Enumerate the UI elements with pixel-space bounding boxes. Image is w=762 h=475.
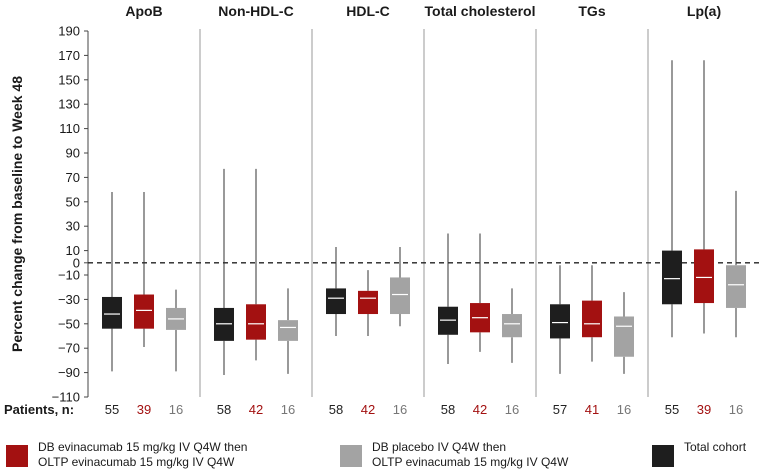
patient-count: 16 (505, 402, 519, 417)
legend-label: DB placebo IV Q4W then OLTP evinacumab 1… (372, 440, 569, 469)
box-hdl-c-s1 (358, 270, 378, 336)
legend-item-db-placebo: DB placebo IV Q4W then OLTP evinacumab 1… (340, 437, 620, 473)
patient-count: 42 (249, 402, 263, 417)
patient-count: 57 (553, 402, 567, 417)
box-iqr (214, 307, 234, 341)
box-iqr (102, 296, 122, 329)
y-tick-label: −110 (52, 390, 80, 405)
box-apob-s1 (134, 192, 154, 347)
box-total-cholesterol-s1 (470, 233, 490, 352)
box-iqr (278, 320, 298, 341)
box-non-hdl-c-s2 (278, 288, 298, 374)
box-iqr (582, 300, 602, 338)
patient-count: 39 (697, 402, 711, 417)
y-tick-label: −70 (58, 341, 80, 356)
box-apob-s2 (166, 289, 186, 372)
box-total-cholesterol-s0 (438, 233, 458, 365)
legend-label: DB evinacumab 15 mg/kg IV Q4W then OLTP … (38, 440, 248, 469)
group-header: Non-HDL-C (218, 3, 293, 19)
box-tgs-s1 (582, 265, 602, 362)
patient-count: 42 (361, 402, 375, 417)
y-tick-label: −30 (58, 292, 80, 307)
y-tick-label: 90 (66, 146, 80, 161)
box-iqr (134, 294, 154, 329)
patient-count: 16 (281, 402, 295, 417)
box-iqr (390, 277, 410, 315)
patient-count: 39 (137, 402, 151, 417)
group-header: TGs (578, 3, 605, 19)
patient-count: 58 (217, 402, 231, 417)
box-hdl-c-s2 (390, 246, 410, 327)
box-apob-s0 (102, 192, 122, 372)
y-tick-label: 170 (58, 48, 80, 63)
legend-item-total-cohort: Total cohort (652, 437, 762, 473)
patient-counts: 55 39 16 58 42 16 58 42 16 58 42 16 57 41 16 55 39 16 (105, 402, 743, 417)
y-tick-label: 110 (59, 121, 80, 136)
patient-count: 16 (617, 402, 631, 417)
y-tick-label: 70 (66, 170, 80, 185)
group-header: Total cholesterol (425, 3, 536, 19)
box-iqr (726, 265, 746, 308)
box-lp-a--s1 (694, 60, 714, 334)
box-iqr (438, 306, 458, 335)
patient-count: 55 (105, 402, 119, 417)
group-header: ApoB (125, 3, 162, 19)
y-axis: 190 170 150 130 110 90 70 50 30 100−10 −30 −50 −70 −9… (52, 24, 89, 405)
patient-count: 16 (393, 402, 407, 417)
patient-count: 58 (441, 402, 455, 417)
legend-swatch-red (6, 445, 28, 467)
patient-count: 41 (585, 402, 599, 417)
patients-n-label: Patients, n: (4, 402, 74, 417)
legend-swatch-gray (340, 445, 362, 467)
box-iqr (246, 304, 266, 340)
box-non-hdl-c-s0 (214, 168, 234, 376)
box-iqr (662, 250, 682, 305)
patient-count: 42 (473, 402, 487, 417)
y-tick-label: −90 (58, 365, 80, 380)
legend-item-db-evinacumab: DB evinacumab 15 mg/kg IV Q4W then OLTP … (6, 437, 306, 473)
group-header: Lp(a) (687, 3, 721, 19)
box-hdl-c-s0 (326, 246, 346, 336)
y-tick-label: 190 (58, 24, 80, 39)
box-lp-a--s2 (726, 190, 746, 338)
box-marks (102, 60, 746, 376)
y-tick-label: −50 (58, 316, 80, 331)
patient-count: 55 (665, 402, 679, 417)
box-iqr (502, 314, 522, 338)
box-iqr (550, 304, 570, 339)
box-total-cholesterol-s2 (502, 288, 522, 363)
legend-swatch-black (652, 445, 674, 467)
y-tick-label: 0 (73, 255, 80, 270)
box-iqr (326, 288, 346, 315)
y-axis-label: Percent change from baseline to Week 48 (9, 76, 25, 352)
group-headers: ApoB Non-HDL-C HDL-C Total cholesterol TGs Lp… (125, 3, 721, 19)
box-lp-a--s0 (662, 60, 682, 338)
y-tick-label: −10 (58, 268, 80, 283)
box-iqr (358, 290, 378, 315)
patient-count: 16 (729, 402, 743, 417)
legend-label: Total cohort (684, 440, 747, 454)
box-non-hdl-c-s1 (246, 168, 266, 361)
group-header: HDL-C (346, 3, 390, 19)
y-tick-label: 150 (58, 72, 80, 87)
y-tick-label: 10 (66, 243, 80, 258)
box-tgs-s0 (550, 265, 570, 374)
box-tgs-s2 (614, 292, 634, 374)
patient-count: 16 (169, 402, 183, 417)
patient-count: 58 (329, 402, 343, 417)
y-tick-label: 30 (66, 219, 80, 234)
y-tick-label: 130 (58, 97, 80, 112)
panel-dividers (199, 29, 649, 397)
box-iqr (694, 249, 714, 304)
y-tick-label: 50 (66, 194, 80, 209)
box-iqr (614, 316, 634, 357)
